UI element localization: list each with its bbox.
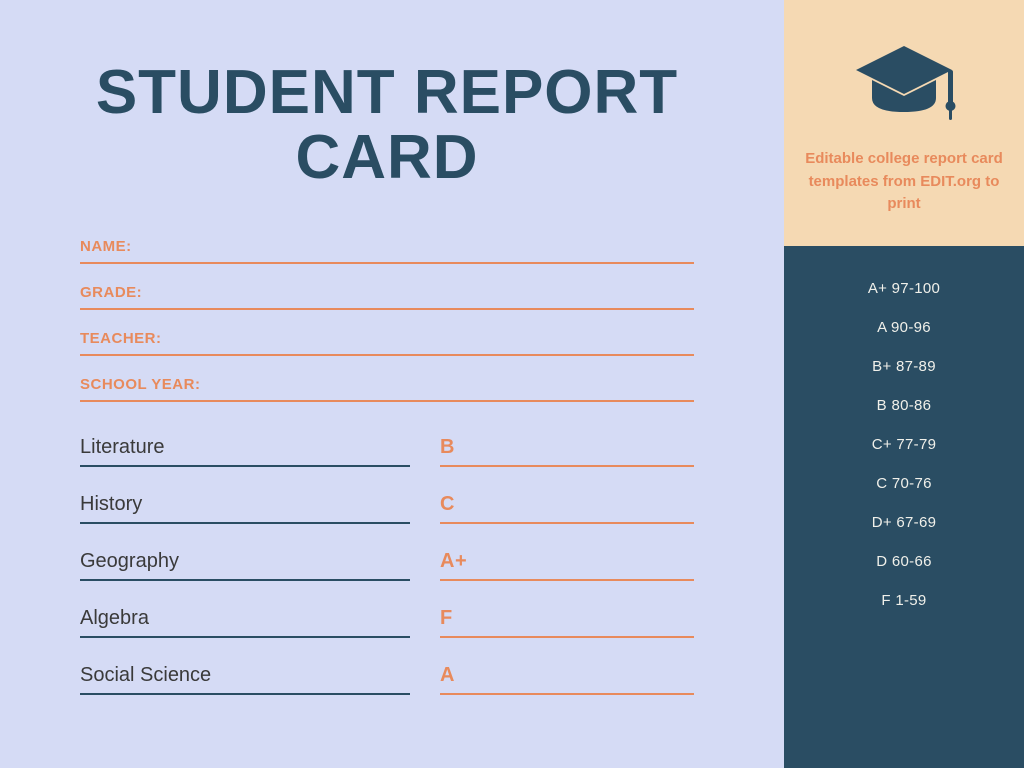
scale-item: B 80-86 [877,397,932,414]
score-cell: F [440,603,694,638]
grade-row: Literature B [80,432,694,467]
info-row-grade: GRADE: [80,276,694,310]
subject-cell: History [80,489,410,524]
sidebar-top: Editable college report card templates f… [784,0,1024,246]
scale-item: B+ 87-89 [872,358,936,375]
report-card-page: STUDENT REPORT CARD NAME: GRADE: TEACHER… [0,0,1024,768]
subject-cell: Literature [80,432,410,467]
sidebar: Editable college report card templates f… [784,0,1024,768]
subject-cell: Geography [80,546,410,581]
grade-row: History C [80,489,694,524]
score-cell: C [440,489,694,524]
scale-item: F 1-59 [881,592,926,609]
subject-cell: Social Science [80,660,410,695]
score-cell: A+ [440,546,694,581]
info-label: NAME: [80,238,132,255]
grade-row: Social Science A [80,660,694,695]
graduation-cap-icon [844,40,964,130]
scale-item: D+ 67-69 [872,514,937,531]
info-label: TEACHER: [80,330,162,347]
scale-item: A+ 97-100 [868,280,940,297]
page-title: STUDENT REPORT CARD [50,60,724,190]
info-label: SCHOOL YEAR: [80,376,200,393]
grades-block: Literature B History C Geography A+ Alge… [80,432,694,695]
info-row-schoolyear: SCHOOL YEAR: [80,368,694,402]
score-cell: B [440,432,694,467]
main-panel: STUDENT REPORT CARD NAME: GRADE: TEACHER… [0,0,784,768]
score-cell: A [440,660,694,695]
subject-cell: Algebra [80,603,410,638]
promo-text: Editable college report card templates f… [804,148,1004,216]
scale-item: C+ 77-79 [872,436,937,453]
student-info-block: NAME: GRADE: TEACHER: SCHOOL YEAR: [80,230,694,402]
info-row-teacher: TEACHER: [80,322,694,356]
scale-item: C 70-76 [876,475,931,492]
grade-scale: A+ 97-100 A 90-96 B+ 87-89 B 80-86 C+ 77… [784,246,1024,768]
grade-row: Algebra F [80,603,694,638]
scale-item: A 90-96 [877,319,931,336]
scale-item: D 60-66 [876,553,931,570]
info-row-name: NAME: [80,230,694,264]
info-label: GRADE: [80,284,142,301]
grade-row: Geography A+ [80,546,694,581]
